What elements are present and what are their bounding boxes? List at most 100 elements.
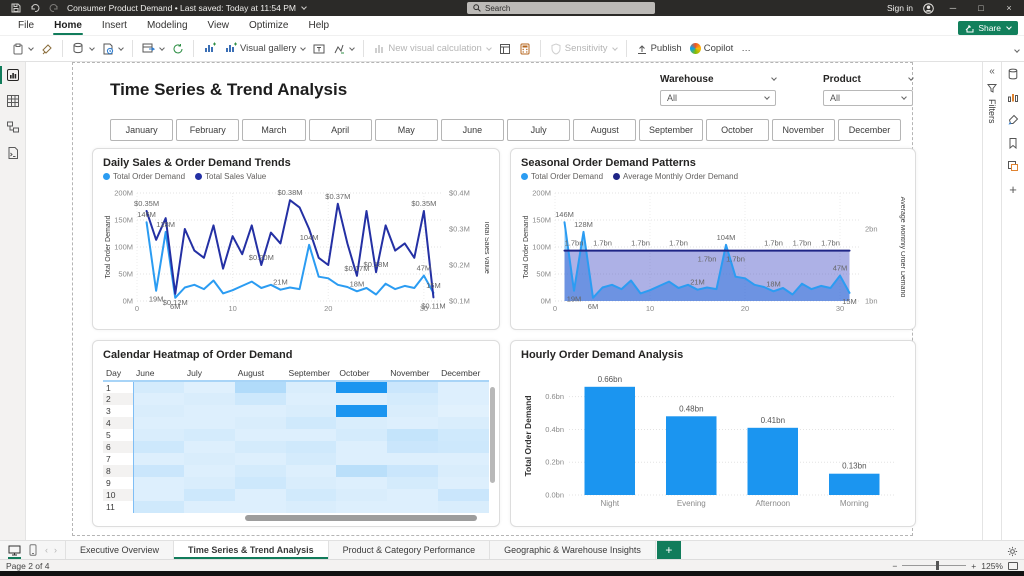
transform-data-button[interactable] <box>138 39 168 58</box>
heatmap-cell[interactable] <box>387 453 439 465</box>
heatmap-cell[interactable] <box>387 465 439 477</box>
data-pane-icon[interactable] <box>1006 67 1020 81</box>
heatmap-cell[interactable] <box>183 441 235 453</box>
month-button-february[interactable]: February <box>176 119 240 141</box>
menu-item-optimize[interactable]: Optimize <box>249 20 289 31</box>
calculator-button[interactable] <box>515 40 535 58</box>
heatmap-cell[interactable] <box>336 405 388 417</box>
add-pane-icon[interactable]: + <box>1009 181 1017 197</box>
publish-button[interactable]: Publish <box>632 40 686 58</box>
heatmap-cell[interactable] <box>438 489 489 501</box>
format-pane-icon[interactable] <box>1006 113 1020 127</box>
heatmap-cell[interactable] <box>387 477 439 489</box>
filters-pane-label[interactable]: Filters <box>987 99 997 124</box>
page-tab[interactable]: Time Series & Trend Analysis <box>174 541 329 559</box>
heatmap-cell[interactable] <box>183 489 235 501</box>
heatmap-cell[interactable] <box>387 501 439 513</box>
zoom-slider[interactable] <box>902 561 967 570</box>
seasonal-patterns-card[interactable]: Seasonal Order Demand Patterns Total Ord… <box>510 148 916 330</box>
heatmap-cell[interactable] <box>132 381 184 393</box>
heatmap-cell[interactable] <box>183 417 235 429</box>
report-canvas[interactable]: Time Series & Trend Analysis Warehouse A… <box>26 62 982 540</box>
heatmap-vertical-scrollbar[interactable] <box>490 387 495 483</box>
page-tab[interactable]: Geographic & Warehouse Insights <box>490 541 656 559</box>
heatmap-cell[interactable] <box>234 381 286 393</box>
month-button-august[interactable]: August <box>573 119 637 141</box>
heatmap-col-header[interactable]: August <box>234 366 286 382</box>
report-view-button[interactable] <box>0 62 26 88</box>
heatmap-cell[interactable] <box>285 453 337 465</box>
redo-icon[interactable] <box>48 3 59 14</box>
heatmap-cell[interactable] <box>234 393 286 405</box>
heatmap-cell[interactable] <box>285 465 337 477</box>
page-tab[interactable]: Executive Overview <box>65 541 175 559</box>
account-avatar-icon[interactable] <box>923 2 934 14</box>
recent-sources-button[interactable] <box>98 40 127 58</box>
heatmap-cell[interactable] <box>132 453 184 465</box>
menu-item-modeling[interactable]: Modeling <box>146 20 188 31</box>
visualizations-pane-icon[interactable] <box>1006 90 1020 104</box>
heatmap-cell[interactable] <box>336 501 388 513</box>
more-visuals-button[interactable] <box>329 40 358 58</box>
daily-trends-chart[interactable]: 0M 50M 100M 150M 200M $0.1M $0.2M $0.3M $0.4M 0 10… <box>103 181 490 317</box>
minimize-button[interactable]: ─ <box>949 3 957 13</box>
more-options-button[interactable]: … <box>741 43 751 54</box>
heatmap-cell[interactable] <box>285 477 337 489</box>
expand-filters-icon[interactable]: « <box>989 66 995 77</box>
heatmap-cell[interactable] <box>285 393 337 405</box>
menu-item-help[interactable]: Help <box>308 20 330 31</box>
format-painter-button[interactable] <box>37 40 57 58</box>
mobile-layout-button[interactable] <box>29 544 37 556</box>
fit-to-page-icon[interactable] <box>1008 561 1018 570</box>
new-page-button[interactable]: + <box>656 541 681 559</box>
product-slicer-dropdown[interactable]: All <box>823 90 913 106</box>
heatmap-cell[interactable] <box>336 441 388 453</box>
selection-pane-icon[interactable] <box>1006 159 1020 173</box>
text-box-button[interactable] <box>309 40 329 58</box>
heatmap-cell[interactable] <box>438 453 489 465</box>
heatmap-cell[interactable] <box>387 441 439 453</box>
heatmap-cell[interactable] <box>234 465 286 477</box>
heatmap-cell[interactable] <box>234 417 286 429</box>
warehouse-slicer-dropdown[interactable]: All <box>660 90 776 106</box>
heatmap-cell[interactable] <box>285 429 337 441</box>
menu-item-file[interactable]: File <box>18 20 35 31</box>
heatmap-cell[interactable] <box>438 465 489 477</box>
heatmap-cell[interactable] <box>387 417 439 429</box>
heatmap-cell[interactable] <box>183 453 235 465</box>
heatmap-cell[interactable] <box>387 489 439 501</box>
heatmap-cell[interactable] <box>132 501 184 513</box>
month-button-october[interactable]: October <box>705 119 769 141</box>
next-page-arrow[interactable]: › <box>54 545 57 555</box>
heatmap-cell[interactable] <box>183 381 235 393</box>
settings-gear-icon[interactable] <box>1007 544 1018 562</box>
heatmap-col-header[interactable]: September <box>285 366 337 382</box>
month-button-july[interactable]: July <box>507 119 571 141</box>
maximize-button[interactable]: □ <box>978 3 984 13</box>
heatmap-cell[interactable] <box>132 441 184 453</box>
heatmap-cell[interactable] <box>183 465 235 477</box>
heatmap-cell[interactable] <box>336 489 388 501</box>
heatmap-col-header[interactable]: Day <box>103 366 133 382</box>
heatmap-cell[interactable] <box>387 381 439 393</box>
heatmap-cell[interactable] <box>438 405 489 417</box>
heatmap-col-header[interactable]: October <box>336 366 388 382</box>
hourly-analysis-card[interactable]: Hourly Order Demand Analysis 0.0bn 0.2bn 0… <box>510 340 916 527</box>
save-icon[interactable] <box>10 3 21 14</box>
page-tab[interactable]: Product & Category Performance <box>328 541 491 559</box>
heatmap-cell[interactable] <box>183 501 235 513</box>
heatmap-cell[interactable] <box>132 405 184 417</box>
menu-item-insert[interactable]: Insert <box>101 20 127 31</box>
heatmap-cell[interactable] <box>234 441 286 453</box>
search-box[interactable]: Search <box>467 2 655 14</box>
month-button-september[interactable]: September <box>639 119 703 141</box>
month-button-april[interactable]: April <box>308 119 372 141</box>
heatmap-horizontal-scrollbar[interactable] <box>245 515 477 521</box>
calendar-heatmap-card[interactable]: Calendar Heatmap of Order Demand Day June… <box>92 340 500 527</box>
visual-gallery-button[interactable]: Visual gallery <box>220 39 309 58</box>
get-data-button[interactable] <box>68 39 98 58</box>
menu-item-home[interactable]: Home <box>44 16 92 36</box>
calendar-heatmap-table-wrap[interactable]: Day June July August September October Novembe… <box>103 366 489 513</box>
hourly-analysis-chart[interactable]: 0.0bn 0.2bn 0.4bn 0.6bn 0.66bn Night 0.48bn Eve… <box>521 361 905 513</box>
seasonal-patterns-chart[interactable]: 0M 50M 100M 150M 200M 1bn 2bn 0 10 20 30 146M 19M 128… <box>521 181 906 317</box>
